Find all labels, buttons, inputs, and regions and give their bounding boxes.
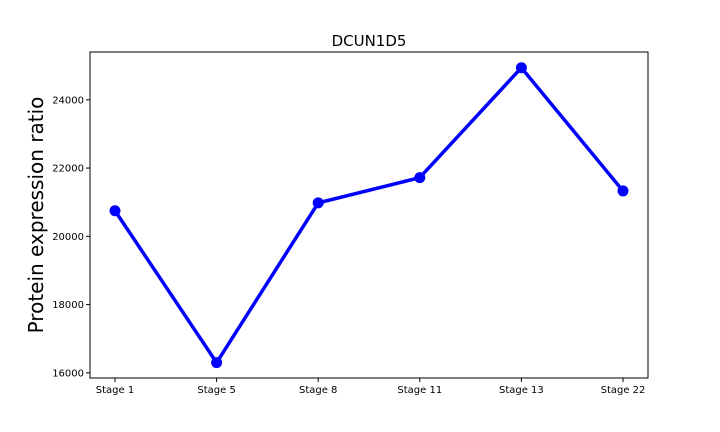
- x-tick-label: Stage 8: [299, 385, 337, 396]
- y-axis-label: Protein expression ratio: [24, 97, 48, 334]
- x-tick-label: Stage 22: [601, 385, 646, 396]
- plot-area-frame: [89, 51, 649, 379]
- series-line: [113, 65, 625, 365]
- y-tick-label: 16000: [52, 368, 84, 379]
- data-point: [312, 197, 324, 209]
- x-tick-label: Stage 11: [397, 385, 442, 396]
- series-layer: [109, 62, 629, 369]
- x-axis-ticks: Stage 1 Stage 5 Stage 8 Stage 11 Stage 13 Sta…: [96, 378, 646, 396]
- x-tick-label: Stage 1: [96, 385, 134, 396]
- data-point: [617, 185, 629, 197]
- y-tick-label: 20000: [52, 232, 84, 243]
- data-point: [109, 205, 121, 217]
- data-point: [414, 172, 426, 184]
- chart-title: DCUN1D5: [332, 32, 407, 50]
- y-tick-label: 24000: [52, 95, 84, 106]
- x-tick-label: Stage 13: [499, 385, 544, 396]
- x-tick-label: Stage 5: [197, 385, 235, 396]
- data-point: [211, 357, 223, 369]
- y-tick-label: 22000: [52, 164, 84, 175]
- y-axis-ticks: 16000 18000 20000 22000 24000: [52, 95, 90, 379]
- y-tick-label: 18000: [52, 300, 84, 311]
- data-point: [515, 62, 527, 74]
